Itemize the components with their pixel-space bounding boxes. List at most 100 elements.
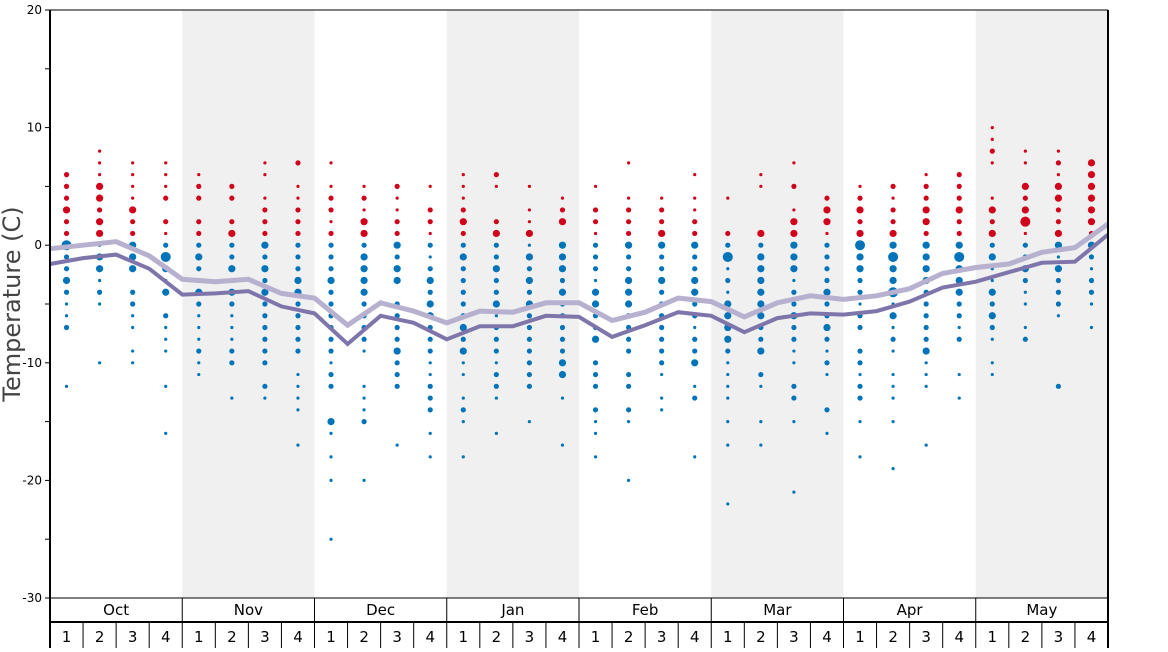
temperature-dot [660, 372, 664, 377]
temperature-dot [693, 325, 697, 330]
temperature-dot [394, 360, 400, 366]
temperature-dot [891, 372, 895, 377]
temperature-dot [923, 324, 929, 331]
temperature-dot [558, 218, 567, 226]
temperature-dot [62, 276, 71, 285]
temperature-dot [527, 184, 532, 188]
temperature-dot [427, 207, 433, 213]
temperature-dot [261, 288, 269, 296]
temperature-dot [857, 277, 863, 284]
temperature-dot [1021, 182, 1029, 190]
temperature-dot [559, 336, 566, 342]
temperature-dot [856, 229, 864, 238]
temperature-dot [858, 184, 862, 188]
temperature-dot [428, 361, 432, 365]
temperature-dot [262, 336, 268, 342]
temperature-dot [361, 336, 367, 342]
temperature-dot [693, 196, 697, 200]
temperature-dot [857, 360, 863, 366]
temperature-dot [459, 323, 467, 332]
temperature-dot [229, 195, 235, 201]
temperature-dot [659, 348, 665, 354]
temperature-dot [527, 420, 532, 424]
month-band-nov [182, 10, 315, 598]
temperature-dot [295, 348, 301, 354]
temperature-dot [327, 276, 335, 285]
month-label: Dec [366, 601, 395, 619]
temperature-dot [790, 229, 798, 238]
temperature-dot [262, 219, 268, 225]
temperature-dot [163, 219, 169, 225]
temperature-dot [64, 314, 69, 318]
temperature-dot [956, 301, 962, 307]
temperature-dot [923, 313, 929, 319]
temperature-dot [625, 407, 632, 413]
temperature-dot [825, 231, 829, 236]
temperature-dot [988, 206, 996, 214]
temperature-dot [493, 172, 499, 178]
temperature-dot [229, 301, 235, 307]
temperature-dot [328, 254, 334, 260]
temperature-dot [131, 184, 135, 188]
week-label: 4 [293, 628, 303, 646]
temperature-dot [329, 184, 333, 188]
temperature-dot [692, 266, 698, 272]
temperature-dot [1022, 195, 1028, 201]
temperature-dot [328, 348, 334, 354]
temperature-dot [955, 206, 963, 214]
temperature-dot [825, 349, 829, 353]
temperature-dot [196, 301, 202, 307]
temperature-dot [360, 253, 368, 261]
temperature-dot [625, 230, 632, 237]
temperature-dot [526, 360, 533, 366]
temperature-dot [990, 361, 994, 365]
temperature-dot [97, 361, 102, 365]
temperature-dot [296, 184, 300, 188]
temperature-dot [459, 253, 467, 261]
temperature-dot [328, 230, 334, 237]
temperature-dot [593, 278, 598, 283]
temperature-dot [957, 325, 961, 330]
temperature-dot [295, 254, 301, 260]
temperature-dot [1054, 265, 1063, 273]
temperature-dot [626, 196, 631, 200]
temperature-dot [1023, 290, 1027, 294]
temperature-dot [923, 183, 929, 189]
temperature-dot [558, 370, 567, 379]
temperature-dot [592, 219, 599, 225]
week-label: 2 [492, 628, 502, 646]
temperature-dot [164, 349, 168, 353]
temperature-dot [823, 218, 831, 226]
temperature-dot [759, 384, 763, 388]
temperature-dot [262, 301, 268, 307]
temperature-dot [726, 396, 730, 400]
temperature-dot [856, 265, 864, 273]
temperature-dot [95, 265, 104, 273]
temperature-dot [131, 314, 135, 318]
temperature-dot [758, 336, 764, 342]
temperature-dot [362, 478, 366, 482]
temperature-dot [625, 219, 632, 225]
temperature-dot [426, 300, 434, 308]
temperature-dot [1087, 171, 1096, 179]
week-label: 4 [425, 628, 435, 646]
temperature-dot [262, 313, 268, 319]
temperature-dot [823, 323, 831, 332]
temperature-dot [195, 253, 203, 261]
temperature-dot [131, 173, 135, 177]
temperature-dot [726, 372, 730, 377]
trend-line-dark [49, 233, 1110, 347]
temperature-dot [956, 219, 962, 225]
temperature-dot [726, 290, 730, 294]
week-label: 4 [690, 628, 700, 646]
week-label: 2 [227, 628, 237, 646]
temperature-dot [62, 206, 71, 214]
temperature-dot [592, 360, 599, 366]
temperature-dot [792, 490, 796, 494]
temperature-dot [63, 266, 70, 272]
temperature-dot [659, 324, 665, 331]
temperature-dot [726, 443, 730, 447]
temperature-dot [328, 207, 334, 213]
temperature-dot [131, 361, 135, 365]
